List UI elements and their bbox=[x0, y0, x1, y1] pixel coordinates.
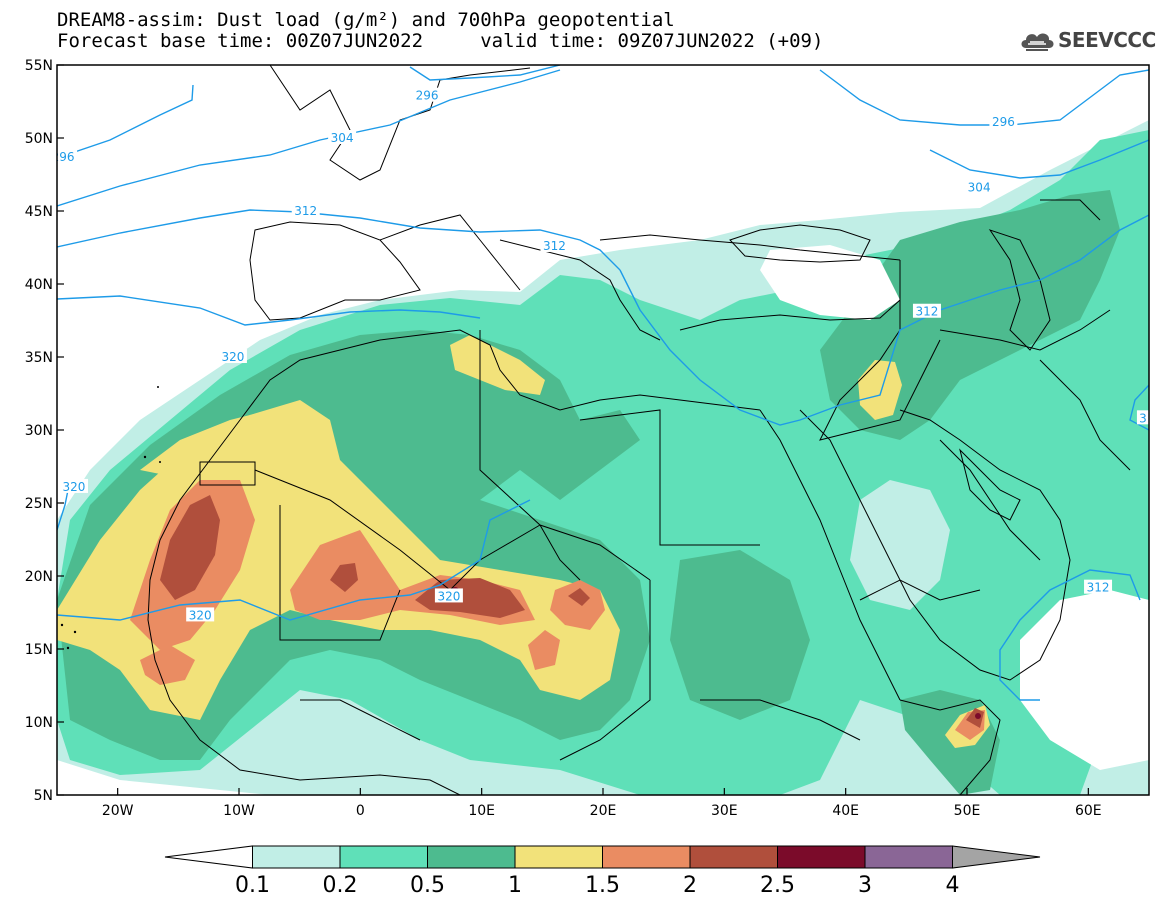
contour-label: 3 bbox=[1139, 411, 1147, 425]
colorbar-label: 3 bbox=[858, 873, 872, 898]
contour-label: 320 bbox=[221, 350, 244, 364]
map-axes: 55N 50N 45N 40N 35N 30N 25N 20N 15N 10N 5N 20W 10W 0 1… bbox=[25, 58, 1102, 819]
colorbar-segment bbox=[777, 845, 866, 869]
contour-label-bg bbox=[218, 349, 247, 363]
contour-label-bg bbox=[989, 113, 1018, 128]
clean-patch-turkey bbox=[760, 245, 900, 320]
colorbar-segment bbox=[339, 845, 428, 869]
contour-label-bg bbox=[186, 607, 215, 622]
colorbar-segment bbox=[427, 845, 516, 869]
contour-label-bg bbox=[434, 588, 463, 603]
lat-label: 30N bbox=[25, 423, 53, 439]
contour-label-bg bbox=[59, 478, 88, 493]
lon-label: 10E bbox=[468, 803, 495, 819]
contour-label: 312 bbox=[1087, 581, 1110, 595]
colorbar-segment bbox=[514, 845, 603, 869]
dust-band-2-mali bbox=[330, 563, 358, 592]
contour-label-bg bbox=[912, 303, 941, 318]
dust-band-1.5-niger-s bbox=[528, 630, 560, 670]
contour-label: 296 bbox=[416, 89, 439, 103]
colorbar: 0.1 0.2 0.5 1 1.5 2 2.5 3 4 bbox=[164, 845, 1041, 898]
clean-patch-arabia bbox=[850, 480, 950, 610]
lon-label: 30E bbox=[711, 803, 738, 819]
lat-label: 25N bbox=[25, 496, 53, 512]
contour-label-bg bbox=[1136, 410, 1149, 425]
dust-band-1-west-north bbox=[140, 410, 310, 480]
contour-labels: 296 296 304 312 312 320 296 304 312 320 320 320 312 3 bbox=[52, 87, 1149, 622]
colorbar-label: 0.2 bbox=[323, 873, 358, 898]
contour-label: 296 bbox=[52, 150, 75, 164]
seevccc-logo: SEEVCCC bbox=[1018, 26, 1156, 56]
colorbar-segment bbox=[952, 845, 1041, 869]
contour-label: 320 bbox=[437, 589, 460, 603]
lat-label: 50N bbox=[25, 131, 53, 147]
lat-label: 15N bbox=[25, 642, 53, 658]
dust-band-2 bbox=[160, 495, 220, 600]
lat-label: 55N bbox=[25, 58, 53, 74]
colorbar-label: 2 bbox=[683, 873, 697, 898]
contour-label: 304 bbox=[968, 181, 991, 195]
contour-label-bg bbox=[291, 203, 320, 217]
lat-label: 20N bbox=[25, 569, 53, 585]
lon-label: 60E bbox=[1075, 803, 1102, 819]
contour-label-bg bbox=[1084, 579, 1113, 594]
map-title-line-1: DREAM8-assim: Dust load (g/m²) and 700hP… bbox=[57, 9, 675, 31]
dust-peak-horn bbox=[975, 713, 981, 719]
colorbar-segment bbox=[164, 845, 253, 869]
contour-label: 296 bbox=[992, 115, 1015, 129]
lon-label: 20E bbox=[590, 803, 617, 819]
contour-label: 312 bbox=[543, 239, 566, 253]
contour-label-bg bbox=[57, 148, 78, 163]
dust-band-2-horn bbox=[966, 708, 984, 728]
logo-text: SEEVCCC bbox=[1058, 28, 1156, 52]
colorbar-label: 0.1 bbox=[235, 873, 270, 898]
lon-label: 10W bbox=[223, 803, 255, 819]
lat-label: 40N bbox=[25, 277, 53, 293]
contour-label-bg bbox=[413, 87, 442, 102]
contour-label: 320 bbox=[63, 480, 86, 494]
colorbar-segment bbox=[602, 845, 691, 869]
colorbar-label: 1 bbox=[508, 873, 522, 898]
lon-label: 50E bbox=[954, 803, 981, 819]
coastlines bbox=[147, 65, 1131, 795]
islands bbox=[60, 386, 161, 650]
lon-label: 20W bbox=[102, 803, 134, 819]
colorbar-label: 0.5 bbox=[410, 873, 445, 898]
colorbar-label: 4 bbox=[946, 873, 960, 898]
colorbar-segment bbox=[689, 845, 778, 869]
contour-label: 312 bbox=[916, 305, 939, 319]
dust-band-1-iraq bbox=[858, 360, 902, 420]
lat-label: 10N bbox=[25, 715, 53, 731]
dust-band-2-chad bbox=[568, 588, 590, 606]
colorbar-label: 2.5 bbox=[760, 873, 795, 898]
contour-label-bg bbox=[328, 130, 357, 144]
lon-label: 40E bbox=[832, 803, 859, 819]
dust-band-1.5-chad bbox=[550, 580, 605, 630]
contour-label: 320 bbox=[189, 608, 212, 622]
colorbar-segment bbox=[864, 845, 953, 869]
contour-label-bg bbox=[540, 238, 569, 253]
lon-label: 0 bbox=[356, 803, 365, 819]
contour-label: 304 bbox=[331, 131, 354, 145]
dust-band-2-niger bbox=[415, 578, 525, 618]
map-title-line-2: Forecast base time: 00Z07JUN2022 valid t… bbox=[57, 30, 824, 52]
lat-label: 5N bbox=[34, 788, 53, 804]
contour-label-bg bbox=[965, 179, 994, 194]
lat-label: 35N bbox=[25, 350, 53, 366]
cloud-icon bbox=[1021, 33, 1054, 51]
contour-label: 312 bbox=[294, 204, 317, 218]
dust-band-0.5-sudan bbox=[670, 550, 810, 720]
colorbar-segment bbox=[252, 845, 341, 869]
lat-label: 45N bbox=[25, 204, 53, 220]
colorbar-label: 1.5 bbox=[585, 873, 620, 898]
dust-field bbox=[57, 65, 1149, 795]
